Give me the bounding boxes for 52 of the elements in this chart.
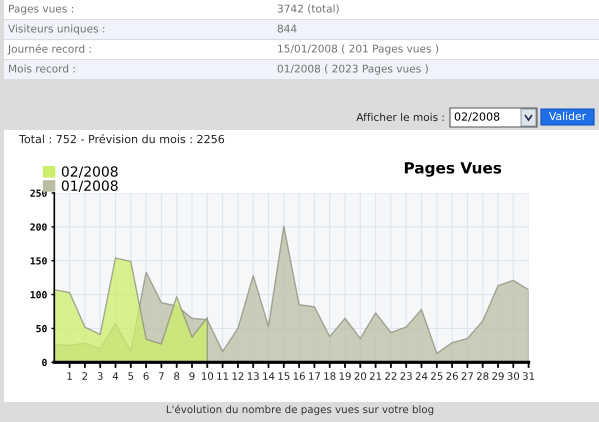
x-tick-label: 30 (508, 372, 520, 380)
y-tick-label: 150 (30, 257, 47, 265)
x-tick-label: 24 (416, 372, 428, 380)
x-tick-label: 14 (263, 372, 274, 380)
x-tick-label: 15 (278, 372, 290, 380)
x-tick-label: 23 (400, 372, 412, 380)
text: Valider (548, 112, 586, 120)
text: 15/01/2008 ( 201 Pages vues ) (278, 44, 438, 55)
legend-label: 02/2008 (62, 166, 118, 178)
x-tick-label: 26 (446, 372, 458, 380)
text: Pages vues : (9, 4, 74, 15)
y-tick-label: 200 (30, 223, 47, 231)
x-tick-label: 20 (354, 372, 366, 380)
text: 02/2008 (454, 112, 500, 122)
x-tick-label: 29 (492, 372, 504, 380)
x-tick-label: 21 (370, 372, 382, 380)
x-tick-label: 17 (309, 372, 320, 380)
x-tick-label: 4 (112, 372, 118, 380)
x-tick-label: 18 (324, 372, 336, 380)
x-tick-label: 12 (232, 372, 244, 380)
text: Journée record : (7, 44, 91, 55)
chart-subtitle: Total : 752 - Prévision du mois : 2256 (18, 134, 224, 144)
y-tick-label: 0 (42, 358, 47, 366)
legend-label: 01/2008 (62, 180, 118, 192)
x-tick-label: 2 (82, 372, 88, 380)
x-tick-label: 3 (98, 372, 103, 380)
x-tick-label: 6 (144, 372, 149, 380)
x-tick-label: 13 (248, 372, 259, 380)
x-tick-label: 16 (294, 372, 305, 380)
text: Afficher le mois : (356, 112, 444, 122)
x-tick-label: 5 (128, 372, 134, 380)
x-tick-label: 22 (385, 372, 396, 380)
x-tick-label: 1 (67, 372, 72, 380)
y-tick-label: 100 (30, 291, 47, 298)
chart-title: Pages Vues (404, 162, 502, 177)
x-tick-label: 31 (522, 372, 534, 380)
x-tick-label: 9 (189, 372, 195, 380)
x-tick-label: 19 (340, 372, 351, 380)
text: 01/2008 ( 2023 Pages vues ) (278, 64, 428, 75)
text: 3742 (total) (278, 4, 339, 14)
x-tick-label: 10 (202, 372, 214, 380)
x-tick-label: 8 (174, 372, 180, 380)
text: L'évolution du nombre de pages vues sur votre blog (166, 404, 434, 416)
text: 844 (278, 24, 297, 33)
x-tick-label: 7 (159, 372, 164, 380)
y-tick-label: 50 (36, 324, 47, 332)
text: Visiteurs uniques : (8, 24, 104, 35)
x-tick-label: 11 (217, 372, 228, 380)
x-tick-label: 28 (476, 372, 488, 380)
x-tick-label: 25 (431, 372, 442, 380)
text: Mois record : (9, 64, 75, 73)
x-tick-label: 27 (462, 372, 473, 380)
